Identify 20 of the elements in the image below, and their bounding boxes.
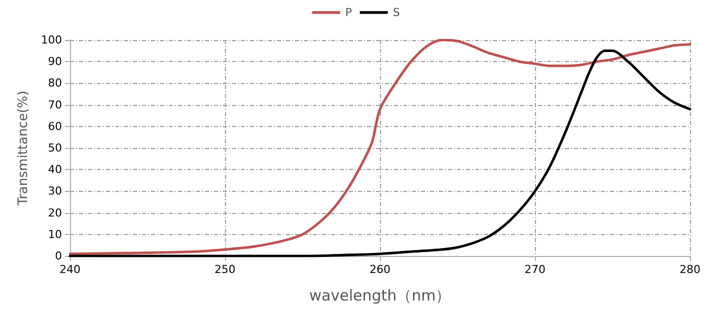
x-tick-label: 240 bbox=[60, 263, 80, 276]
y-tick-label: 70 bbox=[48, 98, 62, 112]
y-tick-label: 50 bbox=[48, 142, 62, 154]
y-axis-title: Transmittance(%) bbox=[16, 90, 31, 206]
y-tick-label: 100 bbox=[41, 34, 62, 46]
x-tick-label: 260 bbox=[370, 263, 390, 276]
x-tick-label: 280 bbox=[680, 263, 700, 276]
y-tick-label: 20 bbox=[48, 206, 62, 220]
y-tick-label: 40 bbox=[48, 163, 62, 176]
y-tick-label: 0 bbox=[55, 250, 62, 262]
x-tick-label: 250 bbox=[214, 263, 236, 276]
y-tick-label: 90 bbox=[48, 55, 62, 68]
y-tick-label: 10 bbox=[48, 228, 62, 241]
x-axis-title: wavelength（nm） bbox=[309, 286, 451, 304]
y-tick-label: 60 bbox=[48, 120, 62, 133]
y-tick-label: 30 bbox=[48, 184, 62, 198]
y-tick-label: 80 bbox=[48, 76, 62, 90]
legend-label: P bbox=[345, 6, 352, 19]
legend-label: S bbox=[392, 6, 400, 19]
x-tick-label: 270 bbox=[524, 263, 546, 276]
